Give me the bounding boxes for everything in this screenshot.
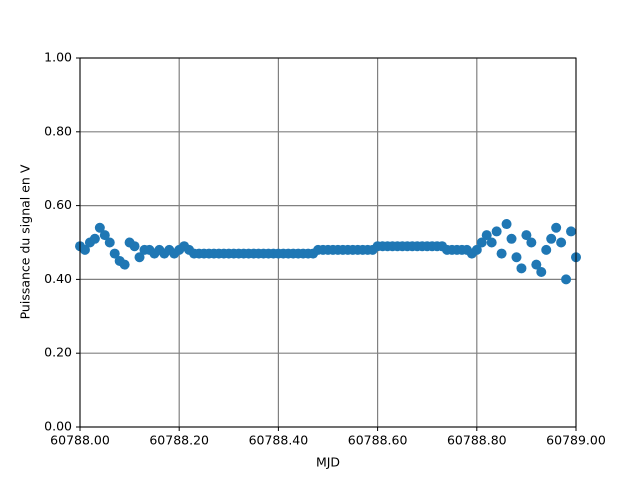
- x-tick-label: 60788.40: [249, 433, 309, 448]
- point: [511, 252, 522, 263]
- point: [566, 226, 577, 237]
- point: [516, 263, 527, 274]
- points: [75, 219, 581, 285]
- point: [556, 237, 567, 248]
- y-axis-label: Puissance du signal en V: [18, 164, 33, 319]
- y-tick-label: 0.00: [44, 419, 72, 434]
- point: [79, 244, 90, 255]
- point: [506, 233, 517, 244]
- point: [104, 237, 115, 248]
- point: [496, 248, 507, 259]
- point: [531, 259, 542, 270]
- x-tick-label: 60788.00: [50, 433, 110, 448]
- plot-frame: [79, 57, 577, 428]
- point: [526, 237, 537, 248]
- point: [491, 226, 502, 237]
- point: [99, 230, 110, 241]
- point: [471, 244, 482, 255]
- point: [129, 241, 140, 252]
- point: [561, 274, 572, 285]
- x-tick-label: 60788.60: [348, 433, 408, 448]
- point: [476, 237, 487, 248]
- x-tick-label: 60788.80: [447, 433, 507, 448]
- x-tick-label: 60788.20: [149, 433, 209, 448]
- point: [501, 219, 512, 230]
- y-tick-label: 1.00: [44, 50, 72, 65]
- point: [541, 244, 552, 255]
- point: [89, 233, 100, 244]
- x-tick-label: 60789.00: [546, 433, 606, 448]
- x-axis-label: MJD: [316, 455, 340, 470]
- point: [551, 222, 562, 233]
- point: [94, 222, 105, 233]
- point: [546, 233, 557, 244]
- point: [536, 267, 547, 278]
- point: [119, 259, 130, 270]
- point: [109, 248, 120, 259]
- point: [134, 252, 145, 263]
- y-tick-label: 0.40: [44, 271, 72, 286]
- point: [521, 230, 532, 241]
- point: [486, 237, 497, 248]
- grid: [79, 57, 577, 428]
- point: [481, 230, 492, 241]
- y-tick-label: 0.20: [44, 345, 72, 360]
- y-tick-label: 0.80: [44, 123, 72, 138]
- y-tick-label: 0.60: [44, 197, 72, 212]
